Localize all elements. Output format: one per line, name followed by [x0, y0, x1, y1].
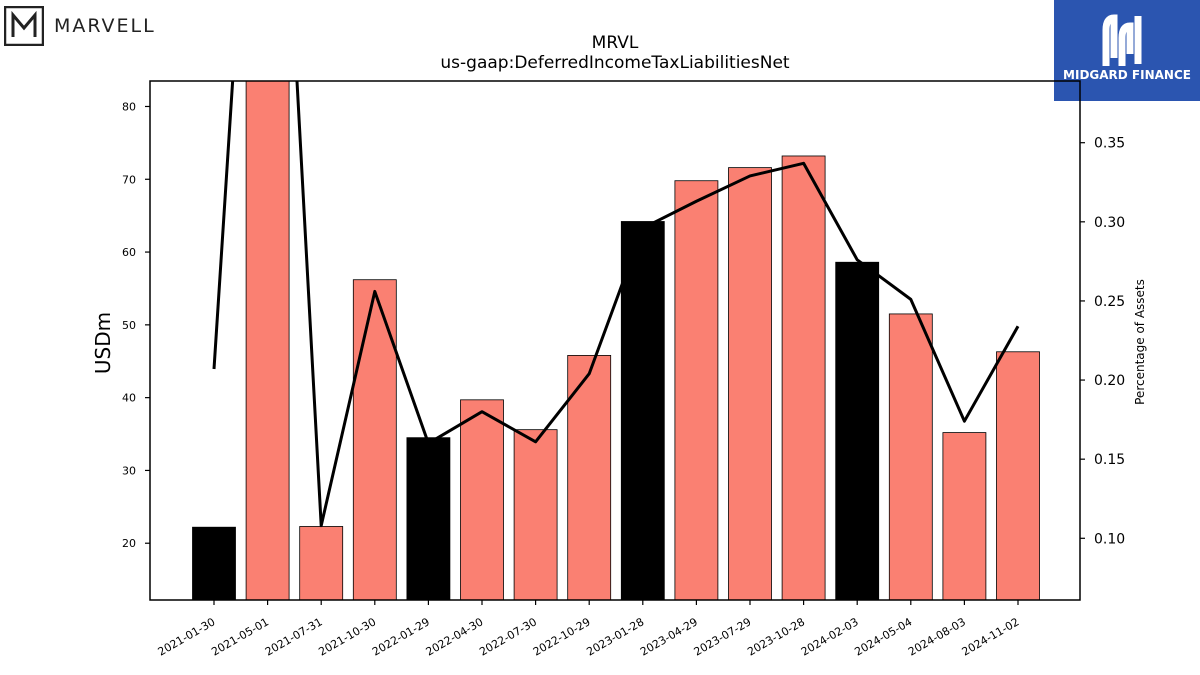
midgard-finance-logo: MIDGARD FINANCE: [1054, 0, 1200, 101]
x-tick-label: 2023-01-28: [584, 615, 646, 658]
chart-subtitle: us-gaap:DeferredIncomeTaxLiabilitiesNet: [440, 53, 790, 73]
bar: [299, 526, 344, 600]
y-axis-right-label: Percentage of Assets: [1133, 279, 1147, 405]
bar: [996, 351, 1040, 600]
percentage-of-assets-line: [212, 81, 1020, 528]
x-tick-label: 2021-05-01: [209, 615, 271, 658]
x-tick-label: 2024-05-04: [852, 615, 914, 658]
x-tick-label: 2023-10-28: [745, 615, 807, 658]
midgard-logo-text: MIDGARD FINANCE: [1063, 68, 1191, 82]
bar: [728, 167, 772, 600]
y-tick-label: 40: [122, 392, 136, 405]
y-tick-label: 50: [122, 319, 136, 332]
marvell-logo: MARVELL: [4, 4, 156, 48]
y-right-tick-label: 0.25: [1094, 294, 1125, 310]
bar: [835, 261, 880, 600]
y-right-tick-label: 0.20: [1094, 373, 1125, 389]
x-tick-label: 2021-01-30: [156, 615, 218, 658]
x-tick-label: 2023-04-29: [638, 615, 700, 658]
y-right-tick-label: 0.30: [1094, 215, 1125, 231]
x-tick-label: 2024-02-03: [799, 615, 861, 658]
y-tick-label: 70: [122, 173, 136, 186]
bar: [513, 429, 558, 600]
bar: [888, 313, 933, 600]
bar: [567, 355, 612, 600]
y-right-tick-label: 0.15: [1094, 452, 1125, 468]
y-axis-label: USDm: [91, 312, 115, 374]
marvell-logo-text: MARVELL: [54, 15, 156, 37]
x-tick-label: 2022-04-30: [424, 615, 486, 658]
y-tick-label: 30: [122, 464, 136, 477]
bar: [406, 437, 451, 600]
bar: [352, 279, 397, 600]
bar: [245, 81, 290, 600]
x-tick-label: 2024-11-02: [960, 615, 1022, 658]
x-tick-label: 2022-07-30: [477, 615, 539, 658]
x-tick-label: 2023-07-29: [692, 615, 754, 658]
bar: [674, 180, 719, 600]
bar: [781, 155, 826, 600]
bar: [620, 221, 665, 600]
y-right-tick-label: 0.10: [1094, 531, 1125, 547]
y-tick-label: 60: [122, 246, 136, 259]
x-tick-label: 2024-08-03: [906, 615, 968, 658]
y-tick-label: 80: [122, 100, 136, 113]
x-tick-label: 2021-10-30: [316, 615, 378, 658]
x-tick-label: 2022-10-29: [531, 615, 593, 658]
y-tick-label: 20: [122, 537, 136, 550]
bar: [460, 399, 504, 600]
y-right-tick-label: 0.35: [1094, 136, 1125, 152]
midgard-logo-icon: [1102, 14, 1142, 66]
x-tick-label: 2021-07-31: [263, 615, 325, 658]
marvell-logo-icon: [4, 6, 44, 46]
bar: [942, 432, 987, 600]
chart-title: MRVL: [592, 33, 639, 53]
bar: [192, 526, 236, 600]
plot-frame: [149, 80, 1081, 601]
x-tick-label: 2022-01-29: [370, 615, 432, 658]
